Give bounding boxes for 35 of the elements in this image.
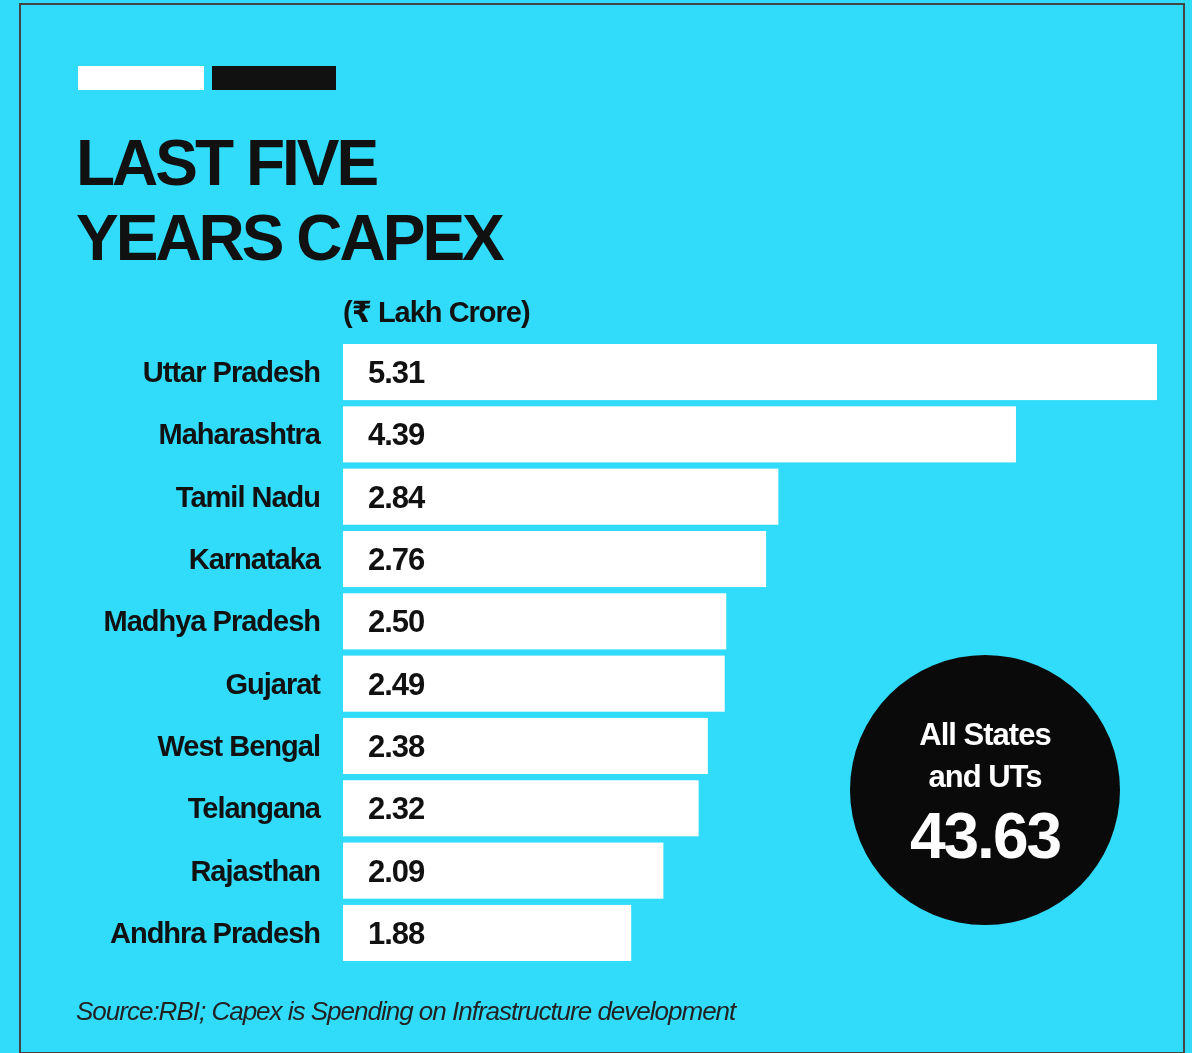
- bar: [343, 904, 632, 961]
- y-tick-label: Tamil Nadu: [175, 480, 320, 513]
- y-tick-label: Rajasthan: [190, 854, 320, 887]
- bar: [343, 780, 699, 837]
- bar: [343, 530, 767, 588]
- data-label: 2.50: [368, 604, 425, 640]
- bar: [343, 655, 725, 712]
- annotation: 43.63: [909, 800, 1061, 872]
- bar: [343, 468, 779, 525]
- annotation: All States and UTs: [919, 717, 1051, 794]
- y-tick-label: West Bengal: [157, 729, 320, 762]
- data-label: 2.32: [368, 791, 425, 827]
- data-label: 2.76: [368, 542, 426, 578]
- bar: [343, 344, 1157, 401]
- y-tick-label: Madhya Pradesh: [103, 605, 320, 638]
- y-tick-label: Uttar Pradesh: [142, 356, 320, 389]
- y-tick-label: Maharashtra: [158, 418, 322, 451]
- bar: [343, 842, 664, 899]
- chart-title: LAST FIVE YEARS CAPEX: [76, 127, 506, 274]
- bar: [343, 406, 1016, 463]
- chart-subtitle: (₹ Lakh Crore): [343, 296, 530, 328]
- data-label: 5.31: [368, 355, 426, 391]
- bar: [343, 593, 727, 650]
- data-label: 2.38: [368, 728, 426, 764]
- bar: [343, 717, 708, 775]
- y-tick-label: Telangana: [187, 792, 322, 825]
- data-label: 1.88: [368, 915, 426, 951]
- data-label: 2.84: [368, 479, 427, 515]
- y-tick-label: Karnataka: [188, 543, 322, 576]
- y-tick-label: Andhra Pradesh: [110, 916, 320, 949]
- data-label: 4.39: [368, 417, 426, 453]
- y-tick-label: Gujarat: [225, 667, 322, 700]
- source-note: Source:RBI; Capex is Spending on Infrastructure development: [76, 996, 739, 1026]
- data-label: 2.49: [368, 666, 426, 702]
- data-label: 2.09: [368, 853, 426, 889]
